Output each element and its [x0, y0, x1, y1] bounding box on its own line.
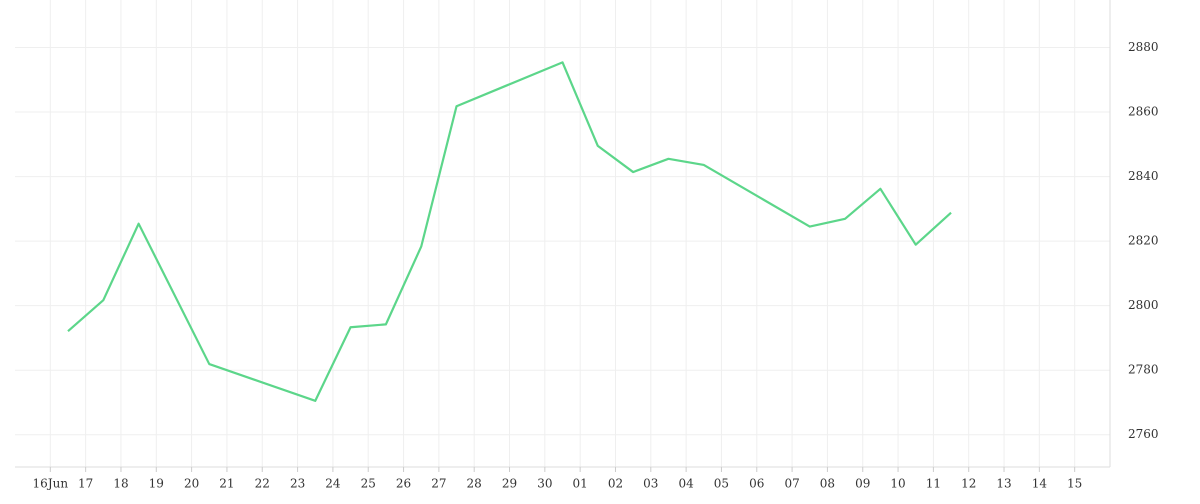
price-line	[67, 61, 952, 402]
x-tick-label: 28	[467, 477, 482, 491]
x-tick-label: 22	[255, 477, 270, 491]
x-tick-label: 25	[361, 477, 376, 491]
x-tick-label: 01	[573, 477, 588, 491]
x-tick-label: 18	[113, 477, 128, 491]
x-tick-label: 06	[749, 477, 764, 491]
x-tick-label: 17	[78, 477, 93, 491]
y-tick-label: 2880	[1128, 40, 1159, 54]
x-tick-label: 29	[502, 477, 517, 491]
y-tick-label: 2860	[1128, 105, 1159, 119]
y-tick-label: 2780	[1128, 363, 1159, 377]
x-tick-label: 15	[1067, 477, 1082, 491]
x-tick-label: 23	[290, 477, 305, 491]
x-tick-label: 11	[926, 477, 941, 491]
x-tick-label: 10	[890, 477, 905, 491]
x-tick-label: 13	[996, 477, 1011, 491]
x-tick-label: 27	[431, 477, 446, 491]
x-tick-label: 09	[855, 477, 870, 491]
x-tick-label: 30	[537, 477, 552, 491]
x-tick-label: 19	[149, 477, 164, 491]
x-tick-label: 04	[678, 477, 694, 491]
x-tick-label: 16Jun	[33, 477, 69, 491]
x-tick-label: 21	[219, 477, 234, 491]
y-tick-label: 2840	[1128, 169, 1159, 183]
x-tick-label: 20	[184, 477, 199, 491]
x-tick-label: 07	[784, 477, 799, 491]
y-tick-label: 2800	[1128, 298, 1159, 312]
x-tick-label: 05	[714, 477, 729, 491]
x-tick-label: 14	[1032, 477, 1048, 491]
x-tick-label: 02	[608, 477, 623, 491]
x-tick-label: 26	[396, 477, 411, 491]
y-tick-label: 2820	[1128, 234, 1159, 248]
x-tick-label: 24	[325, 477, 341, 491]
y-tick-label: 2760	[1128, 427, 1159, 441]
x-tick-label: 03	[643, 477, 658, 491]
x-tick-label: 12	[961, 477, 976, 491]
x-tick-label: 08	[820, 477, 835, 491]
